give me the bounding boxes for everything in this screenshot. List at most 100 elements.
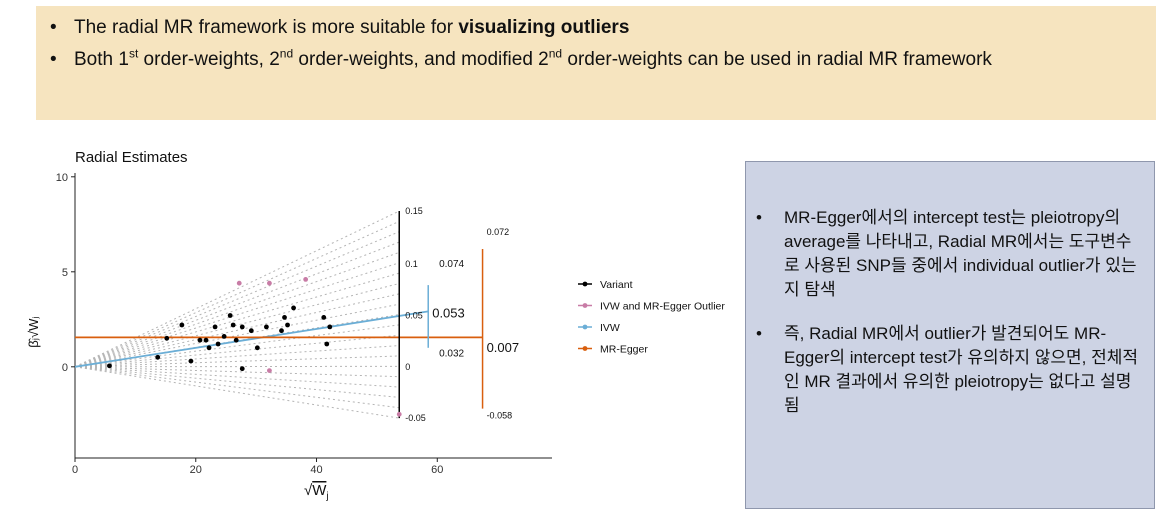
- x-tick-label: 0: [72, 464, 78, 476]
- variant-point: [221, 334, 227, 339]
- radial-estimates-chart: Radial Estimates 0 20 40 60 0 5 10 0.15 0.1 0.05…: [0, 140, 740, 521]
- variant-point: [327, 324, 333, 330]
- variant-point: [239, 366, 245, 372]
- variant-point: [254, 345, 260, 351]
- bullet-marker: •: [756, 208, 762, 227]
- bullet-text: Both 1st order-weights, 2nd order-weight…: [74, 48, 1142, 72]
- note-item-1: • MR-Egger에서의 intercept test는 pleiotropy…: [756, 206, 1138, 302]
- x-tick-label: 60: [431, 464, 443, 476]
- bullet-text-plain: The radial MR framework is more suitable…: [74, 17, 459, 38]
- fan-line: [74, 366, 400, 409]
- variant-point: [264, 324, 269, 330]
- variant-point: [285, 322, 290, 328]
- fan-line: [74, 231, 400, 368]
- legend-label: IVW: [600, 322, 620, 334]
- fan-line: [74, 272, 400, 368]
- x-tick-label: 20: [190, 464, 202, 476]
- bullet-text-bold: visualizing outliers: [458, 17, 630, 38]
- variant-point: [155, 354, 161, 360]
- fan-line: [74, 251, 400, 368]
- fan-line: [74, 324, 400, 368]
- text-part: order-weights, and modified 2: [293, 49, 549, 70]
- fan-line: [74, 262, 400, 368]
- note-text: 즉, Radial MR에서 outlier가 발견되어도 MR-Egger의 …: [784, 324, 1138, 415]
- fan-line: [74, 355, 400, 368]
- legend-label: IVW and MR-Egger Outlier: [600, 301, 725, 313]
- variant-point: [279, 328, 284, 334]
- egger-top-label: 0.072: [487, 227, 510, 237]
- variant-point: [239, 324, 245, 330]
- note-text: MR-Egger에서의 intercept test는 pleiotropy의 …: [784, 208, 1137, 299]
- bullet-marker: •: [50, 49, 57, 70]
- fan-line: [74, 293, 400, 368]
- chart-svg: Radial Estimates 0 20 40 60 0 5 10 0.15 0.1 0.05…: [26, 149, 725, 502]
- variant-point: [291, 305, 296, 311]
- text-part: order-weights can be used in radial MR f…: [562, 49, 992, 70]
- variant-point: [107, 363, 112, 369]
- variant-point: [215, 341, 221, 347]
- variant-point: [324, 341, 330, 347]
- variant-point: [197, 337, 203, 343]
- y-axis-label: β̂ⱼ√Wⱼ: [26, 316, 41, 347]
- variant-point: [203, 337, 209, 343]
- variant-point: [188, 358, 194, 364]
- chart-title: Radial Estimates: [75, 149, 188, 166]
- variant-point: [233, 337, 239, 343]
- scale-label: 0.05: [405, 311, 423, 321]
- variant-point: [206, 345, 212, 351]
- x-axis-label-wj: W: [312, 482, 327, 499]
- y-tick-label: 0: [62, 362, 68, 374]
- variant-point: [227, 313, 233, 318]
- scale-arcs: 0.15 0.1 0.05 0 -0.05 0.053 0.007 0.072 -0.058 0.…: [398, 206, 520, 423]
- fan-line: [74, 210, 400, 368]
- summary-bullet-1: • The radial MR framework is more suitab…: [50, 16, 1142, 40]
- chart-legend: Variant IVW and MR-Egger Outlier IVW MR-Egg…: [578, 279, 725, 356]
- outlier-point: [267, 280, 272, 286]
- fan-line: [74, 334, 400, 368]
- legend-marker: [582, 281, 588, 287]
- top-summary-box: • The radial MR framework is more suitab…: [36, 6, 1156, 120]
- fan-line: [74, 241, 400, 368]
- egger-bottom-label: -0.058: [487, 411, 513, 421]
- legend-label: Variant: [600, 279, 633, 291]
- bullet-marker: •: [756, 324, 762, 343]
- superscript: nd: [548, 46, 563, 61]
- ivw-line: [74, 310, 429, 368]
- bullet-marker: •: [50, 17, 57, 38]
- summary-bullet-2: • Both 1st order-weights, 2nd order-weig…: [50, 48, 1142, 72]
- variant-point: [321, 315, 327, 320]
- fan-line: [74, 345, 400, 368]
- ivw-estimate-label: 0.053: [432, 306, 465, 321]
- superscript: st: [128, 46, 139, 61]
- egger-estimate-label: 0.007: [487, 340, 520, 355]
- bullet-text: The radial MR framework is more suitable…: [74, 16, 1142, 40]
- fan-line: [74, 366, 400, 398]
- x-axis-label: √Wj: [304, 482, 329, 502]
- variant-point: [282, 315, 287, 320]
- variant-point: [179, 322, 185, 328]
- fan-line: [74, 283, 400, 368]
- legend-marker: [582, 303, 588, 308]
- fan-line: [74, 220, 400, 368]
- scale-annotation: 0.032: [439, 349, 464, 360]
- fan-lines: [74, 210, 400, 419]
- outlier-point: [236, 280, 242, 286]
- fit-lines: [74, 310, 483, 368]
- superscript: nd: [279, 46, 294, 61]
- scale-label: 0: [405, 362, 410, 372]
- korean-notes-box: • MR-Egger에서의 intercept test는 pleiotropy…: [745, 161, 1155, 509]
- scale-label: 0.15: [405, 206, 423, 216]
- note-item-2: • 즉, Radial MR에서 outlier가 발견되어도 MR-Egger…: [756, 322, 1138, 418]
- fan-line: [74, 366, 400, 388]
- text-part: Both 1: [74, 49, 129, 70]
- outlier-point: [303, 277, 309, 282]
- legend-marker: [582, 324, 588, 330]
- fan-line: [74, 366, 400, 378]
- y-tick-label: 10: [56, 172, 68, 184]
- legend-marker: [582, 346, 588, 351]
- chart-axes: 0 20 40 60 0 5 10: [56, 172, 552, 476]
- variant-point: [248, 328, 254, 334]
- scale-label: -0.05: [405, 413, 426, 423]
- variant-point: [230, 322, 236, 328]
- legend-label: MR-Egger: [600, 344, 648, 356]
